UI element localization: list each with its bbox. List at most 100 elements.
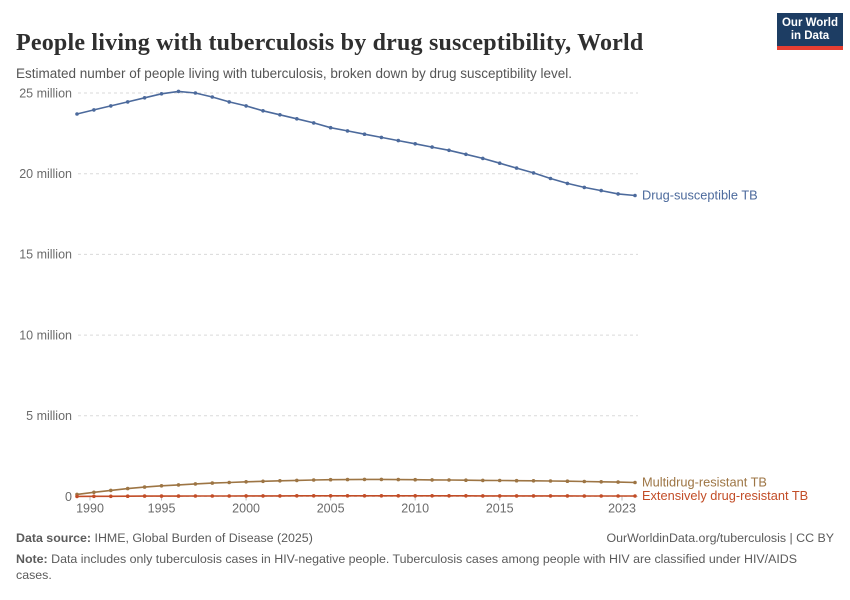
data-point[interactable] [481,156,485,161]
data-point[interactable] [379,135,384,140]
data-point[interactable] [142,485,147,489]
data-point[interactable] [193,482,198,486]
data-point[interactable] [176,89,181,94]
data-point[interactable] [227,100,231,104]
data-point[interactable] [413,477,418,482]
data-point[interactable] [582,479,587,484]
data-point[interactable] [565,181,570,186]
data-point[interactable] [413,142,418,146]
data-point[interactable] [565,479,570,484]
data-point[interactable] [311,494,316,498]
data-point[interactable] [311,121,316,125]
data-point[interactable] [109,494,113,499]
data-point[interactable] [481,494,485,498]
series-line[interactable] [76,495,635,498]
data-point[interactable] [328,125,333,130]
data-point[interactable] [481,478,485,483]
series-end-label[interactable]: Drug-susceptible TB [642,188,758,203]
data-point[interactable] [379,494,384,498]
data-point[interactable] [548,494,553,498]
data-point[interactable] [430,145,434,149]
data-point[interactable] [75,494,79,499]
data-point[interactable] [396,477,401,482]
data-point[interactable] [497,478,502,483]
data-point[interactable] [92,490,96,495]
data-point[interactable] [176,494,181,498]
data-point[interactable] [295,494,299,498]
data-point[interactable] [75,112,79,116]
data-point[interactable] [125,494,130,499]
data-point[interactable] [599,480,603,484]
data-point[interactable] [447,148,451,153]
data-point[interactable] [497,161,502,165]
data-point[interactable] [599,188,603,193]
data-point[interactable] [244,480,248,484]
data-point[interactable] [447,494,451,498]
data-point[interactable] [345,477,350,482]
series-line[interactable] [76,90,636,197]
data-point[interactable] [447,478,451,482]
data-point[interactable] [295,117,299,121]
data-point[interactable] [92,494,96,499]
data-point[interactable] [531,171,536,175]
data-point[interactable] [565,494,570,498]
data-point[interactable] [210,494,215,498]
data-point[interactable] [176,483,181,487]
series-end-label[interactable]: Extensively drug-resistant TB [642,488,808,503]
data-point[interactable] [464,152,468,157]
data-point[interactable] [582,185,587,190]
data-point[interactable] [142,96,147,100]
data-point[interactable] [261,109,265,113]
data-point[interactable] [514,166,519,170]
data-point[interactable] [548,479,553,483]
data-point[interactable] [430,494,434,498]
data-point[interactable] [159,484,164,488]
data-point[interactable] [193,91,198,95]
data-point[interactable] [497,494,502,498]
data-point[interactable] [244,104,248,108]
series-end-label[interactable]: Multidrug-resistant TB [642,475,767,490]
data-point[interactable] [345,129,350,133]
data-point[interactable] [142,494,147,498]
data-point[interactable] [311,478,316,482]
data-point[interactable] [582,494,587,498]
data-point[interactable] [92,108,96,112]
data-point[interactable] [379,477,384,482]
data-point[interactable] [514,478,519,483]
data-point[interactable] [125,100,130,104]
data-point[interactable] [210,95,215,99]
data-point[interactable] [548,176,553,181]
data-point[interactable] [295,478,299,483]
data-point[interactable] [159,494,164,498]
data-point[interactable] [464,494,468,498]
data-point[interactable] [244,494,248,498]
data-point[interactable] [616,480,620,484]
data-point[interactable] [633,193,637,198]
data-point[interactable] [328,477,333,482]
series-line[interactable] [76,478,636,496]
data-point[interactable] [345,494,350,498]
data-point[interactable] [413,494,418,498]
data-point[interactable] [362,132,367,136]
data-point[interactable] [261,494,265,498]
owid-attribution-link[interactable]: OurWorldinData.org/tuberculosis | CC BY [606,531,834,545]
data-point[interactable] [261,479,265,484]
data-point[interactable] [514,494,519,498]
chart-canvas[interactable]: 0 5 million 10 million 15 million 20 million… [0,75,850,530]
data-point[interactable] [599,494,603,498]
data-point[interactable] [362,494,367,498]
data-point[interactable] [278,479,282,483]
data-point[interactable] [278,494,282,498]
data-point[interactable] [633,480,637,485]
data-point[interactable] [159,92,164,96]
data-point[interactable] [109,488,113,493]
owid-logo[interactable]: Our World in Data [777,13,843,50]
data-point[interactable] [109,104,113,108]
data-point[interactable] [227,480,231,485]
data-point[interactable] [633,494,637,498]
data-point[interactable] [362,477,367,482]
data-point[interactable] [278,113,282,117]
data-point[interactable] [531,494,536,498]
data-point[interactable] [464,478,468,483]
data-point[interactable] [616,192,620,196]
